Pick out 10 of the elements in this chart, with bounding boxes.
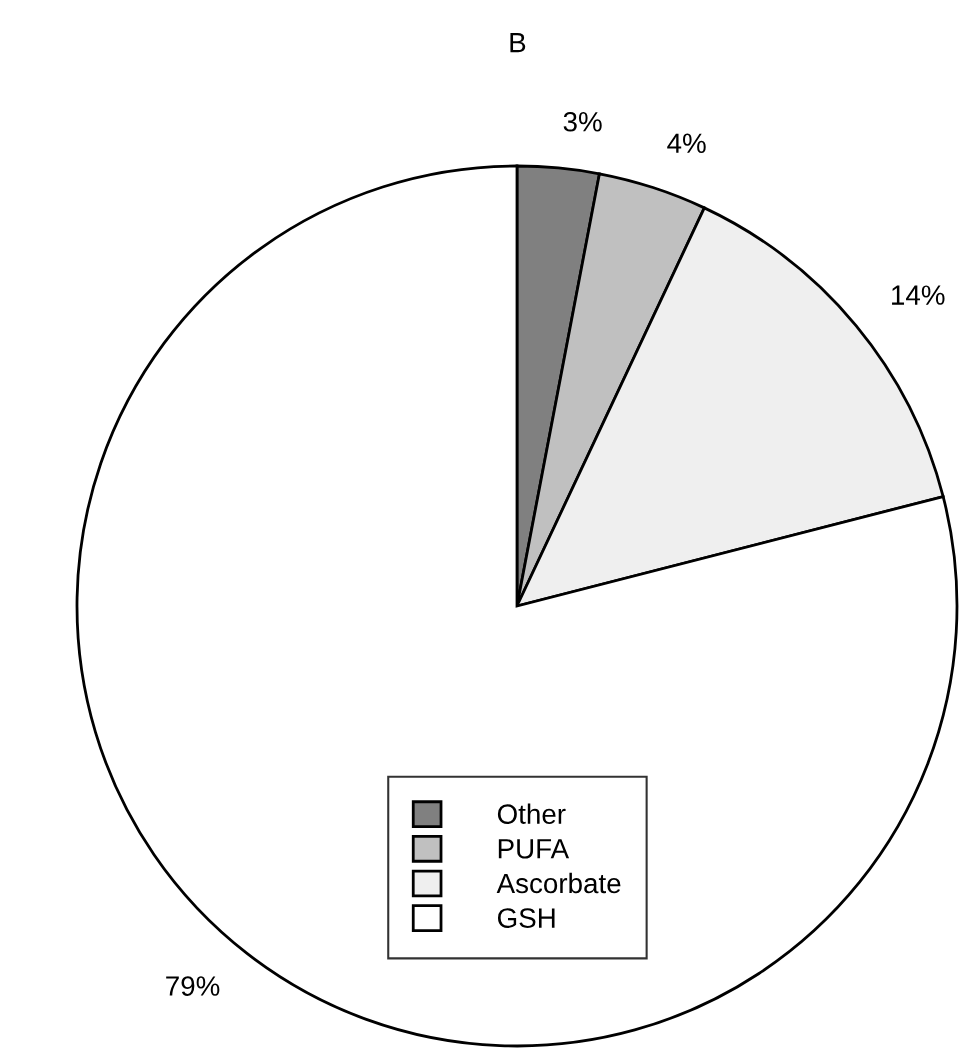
data-label: 79% [166, 976, 220, 996]
legend-label: PUFA [498, 839, 570, 859]
data-label: 14% [892, 285, 945, 305]
legend-label: Ascorbate [496, 872, 621, 894]
legend-label: GSH [497, 908, 555, 928]
pie-slice [75, 164, 959, 1048]
data-label: 4% [667, 133, 706, 154]
chart-title: B [510, 33, 526, 53]
legend-label: Other [497, 803, 566, 824]
data-label: 3% [563, 111, 602, 132]
